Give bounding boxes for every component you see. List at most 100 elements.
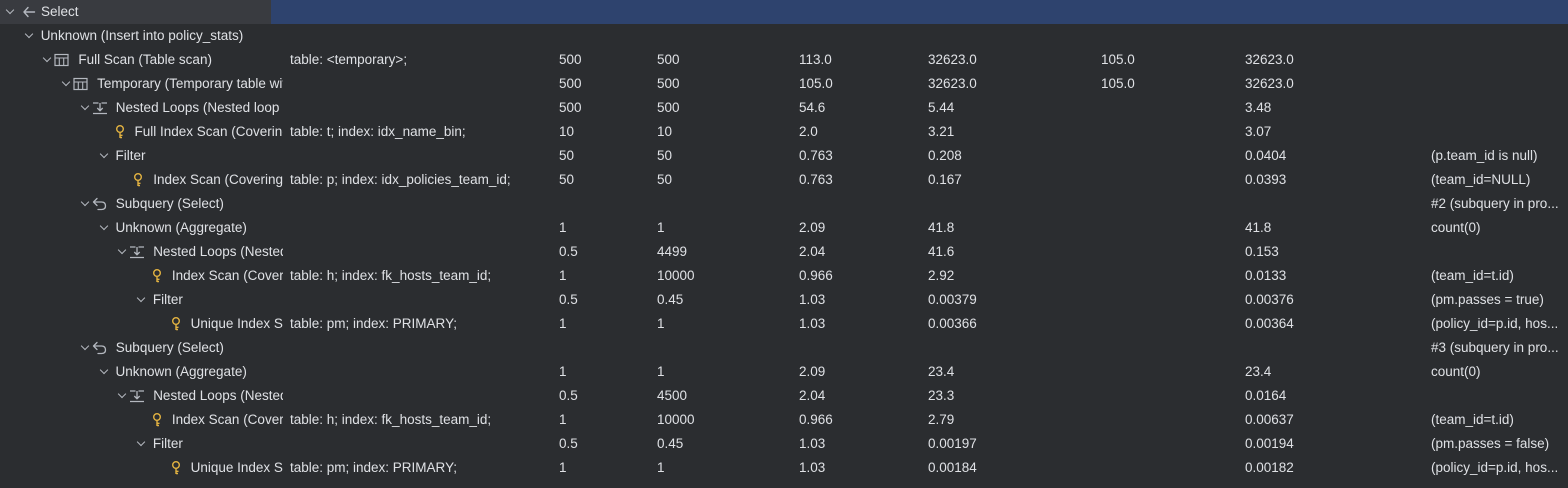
total-time-cell: 0.00194 xyxy=(1245,436,1294,451)
cost-cell: 1.03 xyxy=(799,460,826,475)
rows-actual-cell: 0.45 xyxy=(657,436,684,451)
plan-row-subquery-select[interactable]: Subquery (Select) #3 (subquery in pro... xyxy=(0,336,1568,360)
plan-row-filter[interactable]: Filter 0.5 0.45 1.03 0.00197 0.00194 (pm.passe… xyxy=(0,432,1568,456)
root-tree-cell xyxy=(0,0,271,24)
chevron-down-icon[interactable] xyxy=(25,24,35,48)
rows-actual-cell: 0.45 xyxy=(657,292,684,307)
chevron-down-icon[interactable] xyxy=(118,384,128,408)
node-label: Unknown (Aggregate) xyxy=(115,364,247,379)
tree-cell: Filter xyxy=(0,144,283,168)
rows-actual-cell: 10000 xyxy=(657,412,695,427)
node-label: Subquery (Select) xyxy=(115,196,224,211)
plan-row-temporary-temporary-table-with-deduplication[interactable]: Temporary (Temporary table with deduplic… xyxy=(0,72,1568,96)
chevron-down-icon[interactable] xyxy=(81,192,91,216)
key-icon xyxy=(132,168,148,192)
tree-cell: Unknown (Insert into policy_stats) xyxy=(0,24,283,48)
plan-row-nested-loops-nested-loop-inner-join[interactable]: Nested Loops (Nested loop inner join) 0.5… xyxy=(0,240,1568,264)
plan-row-unknown-aggregate[interactable]: Unknown (Aggregate) 1 1 2.09 23.4 23.4 count(0… xyxy=(0,360,1568,384)
chevron-down-icon[interactable] xyxy=(100,216,110,240)
plan-row-unique-index-scan-single-row-covering-index-lookup[interactable]: Unique Index Scan (Single-row covering i… xyxy=(0,456,1568,480)
condition-cell: (policy_id=p.id, hos... xyxy=(1431,460,1559,475)
nested-loops-icon xyxy=(129,384,145,408)
chevron-down-icon[interactable] xyxy=(100,360,110,384)
total-time-cell: 23.4 xyxy=(1245,364,1272,379)
condition-cell: (pm.passes = false) xyxy=(1431,436,1550,451)
total-time-cell: 32623.0 xyxy=(1245,52,1294,67)
total-time-cell: 0.00376 xyxy=(1245,292,1294,307)
condition-cell: (team_id=t.id) xyxy=(1431,412,1514,427)
plan-row-unknown-insert-into-policy-stats[interactable]: Unknown (Insert into policy_stats) xyxy=(0,24,1568,48)
total-time-cell: 0.0133 xyxy=(1245,268,1287,283)
cost-cell: 54.6 xyxy=(799,100,826,115)
node-label: Filter xyxy=(152,292,183,307)
node-label: Nested Loops (Nested loop inner join) xyxy=(153,244,283,259)
node-label: Temporary (Temporary table with deduplic… xyxy=(97,76,283,91)
tree-cell: Subquery (Select) xyxy=(0,192,283,216)
time-cell: 0.00184 xyxy=(928,460,977,475)
cost-cell: 2.0 xyxy=(799,124,818,139)
details-cell: table: pm; index: PRIMARY; xyxy=(290,460,457,475)
rows-actual-cell: 1 xyxy=(657,316,665,331)
tree-cell: Temporary (Temporary table with deduplic… xyxy=(0,72,283,96)
plan-row-filter[interactable]: Filter 0.5 0.45 1.03 0.00379 0.00376 (pm.passe… xyxy=(0,288,1568,312)
root-node-label: Select xyxy=(41,4,79,19)
rows-estimated-cell: 0.5 xyxy=(559,292,578,307)
plan-row-unknown-aggregate[interactable]: Unknown (Aggregate) 1 1 2.09 41.8 41.8 count(0… xyxy=(0,216,1568,240)
chevron-down-icon[interactable] xyxy=(100,144,110,168)
rows-actual-cell: 500 xyxy=(657,76,680,91)
subquery-icon xyxy=(92,336,108,360)
chevron-down-icon[interactable] xyxy=(137,432,147,456)
plan-row-index-scan-covering-index-lookup[interactable]: Index Scan (Covering index lookup) table:… xyxy=(0,264,1568,288)
node-label: Index Scan (Covering index lookup) xyxy=(171,412,283,427)
plan-row-filter[interactable]: Filter 50 50 0.763 0.208 0.0404 (p.team_id is … xyxy=(0,144,1568,168)
rows-actual-cell: 500 xyxy=(657,100,680,115)
node-label: Unique Index Scan (Single-row covering i… xyxy=(190,460,283,475)
cost-cell: 0.763 xyxy=(799,172,833,187)
chevron-down-icon[interactable] xyxy=(6,0,16,24)
chevron-down-icon[interactable] xyxy=(137,288,147,312)
rows-estimated-cell: 0.5 xyxy=(559,436,578,451)
condition-cell xyxy=(1431,96,1568,120)
condition-cell: count(0) xyxy=(1431,220,1481,235)
cost-cell: 0.966 xyxy=(799,268,833,283)
time-cell: 0.167 xyxy=(928,172,962,187)
plan-row-nested-loops-nested-loop-inner-join[interactable]: Nested Loops (Nested loop inner join) 0.5… xyxy=(0,384,1568,408)
key-icon xyxy=(151,264,167,288)
condition-cell: #3 (subquery in pro... xyxy=(1431,340,1559,355)
time-cell: 3.21 xyxy=(928,124,955,139)
tree-cell: Unknown (Aggregate) xyxy=(0,360,283,384)
plan-row-full-index-scan-covering-index-scan[interactable]: Full Index Scan (Covering index scan) tab… xyxy=(0,120,1568,144)
rows-actual-cell: 1 xyxy=(657,220,665,235)
rows-estimated-cell: 500 xyxy=(559,76,582,91)
loops-cost-cell: 105.0 xyxy=(1101,76,1135,91)
key-icon xyxy=(170,456,186,480)
plan-root-row[interactable]: Select xyxy=(0,0,1568,24)
plan-row-index-scan-covering-index-lookup[interactable]: Index Scan (Covering index lookup) table:… xyxy=(0,408,1568,432)
total-time-cell: 0.0404 xyxy=(1245,148,1287,163)
node-label: Nested Loops (Nested loop inner join) xyxy=(153,388,283,403)
rows-estimated-cell: 1 xyxy=(559,460,567,475)
chevron-down-icon[interactable] xyxy=(81,336,91,360)
chevron-down-icon[interactable] xyxy=(118,240,128,264)
key-icon xyxy=(151,408,167,432)
condition-cell: #2 (subquery in pro... xyxy=(1431,196,1559,211)
plan-row-subquery-select[interactable]: Subquery (Select) #2 (subquery in pro... xyxy=(0,192,1568,216)
rows-estimated-cell: 10 xyxy=(559,124,575,139)
plan-row-full-scan-table-scan[interactable]: Full Scan (Table scan) table: <temporary>… xyxy=(0,48,1568,72)
tree-cell: Filter xyxy=(0,432,283,456)
time-cell: 32623.0 xyxy=(928,52,977,67)
plan-row-nested-loops-nested-loop-inner-join[interactable]: Nested Loops (Nested loop inner join) 500… xyxy=(0,96,1568,120)
tree-cell: Index Scan (Covering index lookup) xyxy=(0,408,283,432)
total-time-cell: 41.8 xyxy=(1245,220,1272,235)
condition-cell xyxy=(1431,120,1568,144)
plan-row-unique-index-scan-single-row-covering-index-lookup[interactable]: Unique Index Scan (Single-row covering i… xyxy=(0,312,1568,336)
node-label: Index Scan (Covering index lookup) xyxy=(153,172,283,187)
node-label: Unique Index Scan (Single-row covering i… xyxy=(190,316,283,331)
rows-estimated-cell: 1 xyxy=(559,268,567,283)
time-cell: 23.3 xyxy=(928,388,955,403)
plan-row-index-scan-covering-index-lookup[interactable]: Index Scan (Covering index lookup) table:… xyxy=(0,168,1568,192)
rows-actual-cell: 500 xyxy=(657,52,680,67)
chevron-down-icon[interactable] xyxy=(62,72,72,96)
chevron-down-icon[interactable] xyxy=(43,48,53,72)
chevron-down-icon[interactable] xyxy=(81,96,91,120)
